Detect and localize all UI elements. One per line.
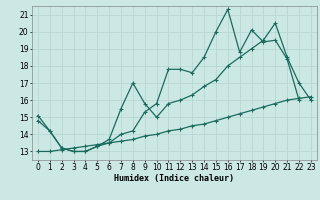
X-axis label: Humidex (Indice chaleur): Humidex (Indice chaleur) <box>115 174 234 183</box>
